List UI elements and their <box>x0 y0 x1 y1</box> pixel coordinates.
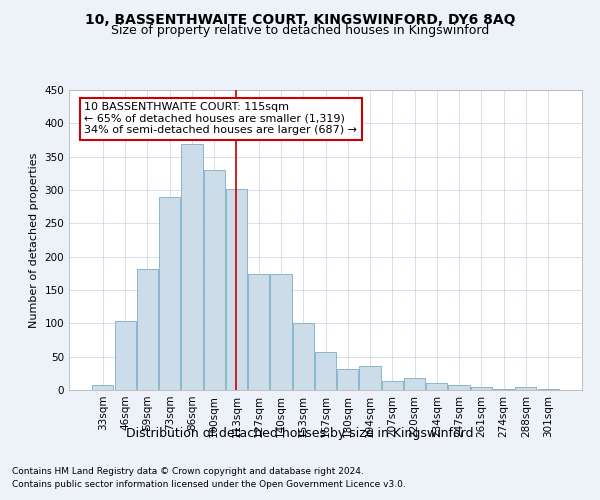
Bar <box>471 388 492 390</box>
Bar <box>181 144 203 390</box>
Bar <box>426 384 448 390</box>
Bar <box>271 274 292 390</box>
Text: Contains HM Land Registry data © Crown copyright and database right 2024.: Contains HM Land Registry data © Crown c… <box>12 468 364 476</box>
Text: 10 BASSENTHWAITE COURT: 115sqm
← 65% of detached houses are smaller (1,319)
34% : 10 BASSENTHWAITE COURT: 115sqm ← 65% of … <box>85 102 358 135</box>
Bar <box>203 170 225 390</box>
Bar <box>137 270 158 390</box>
Y-axis label: Number of detached properties: Number of detached properties <box>29 152 39 328</box>
Bar <box>115 320 136 390</box>
Bar <box>448 384 470 390</box>
Text: Size of property relative to detached houses in Kingswinford: Size of property relative to detached ho… <box>111 24 489 37</box>
Text: Distribution of detached houses by size in Kingswinford: Distribution of detached houses by size … <box>126 428 474 440</box>
Bar <box>337 368 358 390</box>
Bar <box>159 196 180 390</box>
Text: Contains public sector information licensed under the Open Government Licence v3: Contains public sector information licen… <box>12 480 406 489</box>
Bar <box>92 384 113 390</box>
Bar <box>515 386 536 390</box>
Bar <box>404 378 425 390</box>
Bar <box>315 352 336 390</box>
Bar <box>359 366 380 390</box>
Text: 10, BASSENTHWAITE COURT, KINGSWINFORD, DY6 8AQ: 10, BASSENTHWAITE COURT, KINGSWINFORD, D… <box>85 12 515 26</box>
Bar <box>293 322 314 390</box>
Bar <box>382 382 403 390</box>
Bar <box>248 274 269 390</box>
Bar <box>226 188 247 390</box>
